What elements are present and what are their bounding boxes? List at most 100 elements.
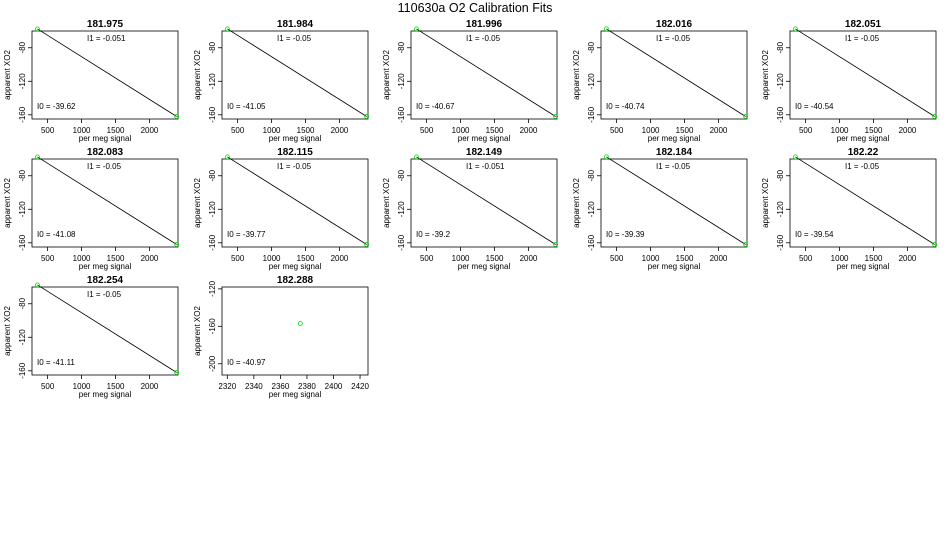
fit-line — [37, 28, 177, 117]
plot-frame — [31, 286, 179, 376]
x-tick-label: 1500 — [865, 254, 883, 263]
intercept-annotation: I0 = -41.05 — [227, 102, 266, 111]
panel-9: 182.22 500 1000 1500 2000 -80 -120 -160 per meg … — [761, 147, 938, 271]
y-tick-label: -160 — [776, 234, 785, 251]
panel-title: 181.984 — [277, 19, 314, 30]
y-tick-label: -80 — [208, 169, 217, 181]
slope-annotation: I1 = -0.05 — [466, 34, 501, 43]
y-tick-label: -120 — [18, 201, 27, 218]
data-point — [932, 114, 938, 119]
y-tick-label: -120 — [587, 201, 596, 218]
fit-line — [37, 156, 177, 245]
plot-frame — [600, 30, 748, 120]
slope-annotation: I1 = -0.051 — [466, 162, 505, 171]
x-tick-label: 2000 — [141, 126, 159, 135]
data-point — [35, 282, 40, 288]
y-tick-label: -120 — [397, 201, 406, 218]
data-point — [604, 26, 609, 32]
x-tick-label: 2340 — [245, 382, 263, 391]
x-tick-label: 500 — [799, 254, 813, 263]
x-tick-label: 500 — [420, 254, 434, 263]
data-point — [553, 114, 559, 119]
slope-annotation: I1 = -0.05 — [845, 34, 880, 43]
y-tick-label: -160 — [208, 234, 217, 251]
y-tick-label: -120 — [208, 201, 217, 218]
plot-frame — [31, 30, 179, 120]
x-tick-label: 2320 — [218, 382, 236, 391]
x-axis-label: per meg signal — [269, 262, 322, 271]
x-tick-label: 2000 — [141, 382, 159, 391]
data-point — [414, 154, 419, 160]
data-point — [932, 242, 938, 247]
fit-line — [416, 156, 556, 245]
panel-0: 181.975 500 1000 1500 2000 -80 -120 -160 per meg… — [3, 19, 180, 143]
y-axis-label: apparent XO2 — [382, 50, 391, 100]
y-tick-label: -160 — [397, 106, 406, 123]
figure-title: 110630a O2 Calibration Fits — [397, 1, 553, 15]
x-tick-label: 1000 — [452, 126, 470, 135]
y-axis-label: apparent XO2 — [193, 50, 202, 100]
y-tick-label: -120 — [587, 73, 596, 90]
intercept-annotation: I0 = -40.67 — [416, 102, 455, 111]
plot-frame — [789, 30, 937, 120]
y-axis-label: apparent XO2 — [572, 50, 581, 100]
data-point — [364, 242, 370, 247]
x-tick-label: 1000 — [73, 126, 91, 135]
x-tick-label: 1500 — [297, 254, 315, 263]
x-tick-label: 500 — [610, 254, 624, 263]
x-tick-label: 1500 — [486, 254, 504, 263]
x-tick-label: 1000 — [452, 254, 470, 263]
y-axis-label: apparent XO2 — [193, 306, 202, 356]
panel-3: 182.016 500 1000 1500 2000 -80 -120 -160 per meg… — [572, 19, 749, 143]
intercept-annotation: I0 = -39.39 — [606, 230, 645, 239]
data-point — [174, 370, 180, 375]
y-axis-label: apparent XO2 — [3, 306, 12, 356]
x-tick-label: 2000 — [331, 126, 349, 135]
panel-title: 182.115 — [277, 147, 313, 158]
y-axis-label: apparent XO2 — [572, 178, 581, 228]
x-tick-label: 2400 — [325, 382, 343, 391]
y-axis-label: apparent XO2 — [761, 50, 770, 100]
data-point — [225, 154, 230, 160]
y-axis-label: apparent XO2 — [761, 178, 770, 228]
plot-frame — [410, 158, 558, 248]
intercept-annotation: I0 = -41.08 — [37, 230, 76, 239]
x-axis-label: per meg signal — [648, 134, 701, 143]
panel-2: 181.996 500 1000 1500 2000 -80 -120 -160 per meg… — [382, 19, 559, 143]
y-tick-label: -160 — [18, 106, 27, 123]
fit-line — [227, 156, 367, 245]
x-tick-label: 1500 — [676, 254, 694, 263]
x-tick-label: 500 — [41, 126, 55, 135]
x-tick-label: 1000 — [73, 254, 91, 263]
x-axis-label: per meg signal — [79, 390, 132, 399]
panel-title: 182.083 — [87, 147, 124, 158]
y-tick-label: -80 — [18, 297, 27, 309]
y-tick-label: -160 — [397, 234, 406, 251]
plot-frame — [221, 30, 369, 120]
data-point — [793, 154, 798, 160]
x-tick-label: 1000 — [642, 126, 660, 135]
y-axis-label: apparent XO2 — [3, 50, 12, 100]
fit-line — [227, 28, 367, 117]
x-tick-label: 500 — [610, 126, 624, 135]
intercept-annotation: I0 = -39.62 — [37, 102, 76, 111]
x-axis-label: per meg signal — [648, 262, 701, 271]
data-point — [35, 26, 40, 32]
x-tick-label: 2000 — [520, 126, 538, 135]
x-tick-label: 2000 — [899, 126, 917, 135]
x-tick-label: 2420 — [351, 382, 369, 391]
y-tick-label: -160 — [587, 234, 596, 251]
y-tick-label: -160 — [776, 106, 785, 123]
x-tick-label: 1000 — [263, 126, 281, 135]
y-tick-label: -120 — [208, 280, 217, 297]
y-tick-label: -80 — [776, 41, 785, 53]
panel-title: 182.184 — [656, 147, 693, 158]
fit-line — [416, 28, 556, 117]
panel-title: 181.975 — [87, 19, 124, 30]
y-tick-label: -160 — [208, 318, 217, 335]
x-tick-label: 1500 — [486, 126, 504, 135]
slope-annotation: I1 = -0.05 — [656, 162, 691, 171]
x-tick-label: 1000 — [642, 254, 660, 263]
intercept-annotation: I0 = -40.54 — [795, 102, 834, 111]
